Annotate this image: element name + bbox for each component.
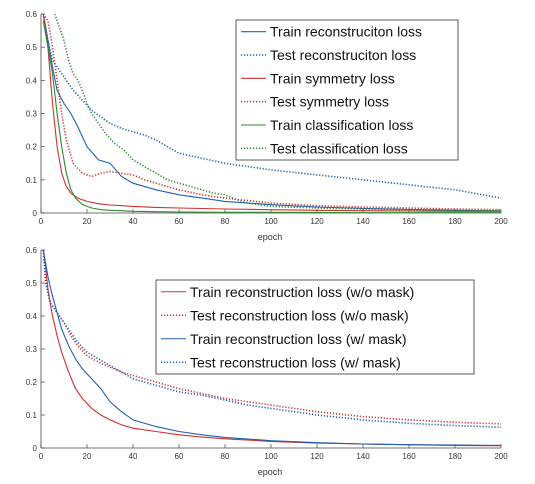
series-line	[42, 14, 501, 212]
x-tick-label: 160	[402, 217, 416, 226]
legend-label: Train symmetry loss	[270, 70, 395, 86]
legend-label: Train reconstruciton loss	[270, 24, 422, 40]
x-tick-label: 160	[402, 452, 416, 461]
x-tick-label: 100	[264, 452, 278, 461]
y-tick-label: 0.4	[26, 312, 38, 321]
x-tick-label: 80	[221, 217, 230, 226]
y-tick-label: 0.6	[26, 246, 38, 255]
chart-panel-2: 0 20 40 60 80 100 120 140 160 180 200 0 0.1 0.2 0.3 0.4…	[26, 246, 508, 461]
x-tick-label: 200	[494, 217, 508, 226]
x-tick-label: 180	[448, 452, 462, 461]
x-axis-label: epoch	[258, 467, 283, 477]
x-tick-label: 20	[83, 452, 92, 461]
legend-label: Test symmetry loss	[270, 94, 389, 110]
legend-label: Test reconstruction loss (w/ mask)	[190, 354, 401, 370]
series-line	[54, 14, 501, 212]
y-tick-label: 0	[33, 444, 38, 453]
series-line	[42, 14, 501, 212]
legend-label: Test reconstruction loss (w/o mask)	[190, 307, 409, 323]
x-tick-label: 60	[175, 452, 184, 461]
x-tick-label: 200	[494, 452, 508, 461]
x-tick-label: 120	[310, 217, 324, 226]
y-tick-label: 0.1	[26, 176, 38, 185]
y-tick-label: 0.2	[26, 378, 38, 387]
legend-box	[235, 19, 459, 161]
legend-label: Train reconstruction loss (w/ mask)	[190, 331, 407, 347]
y-tick-label: 0.6	[26, 10, 38, 19]
series-line	[42, 14, 501, 199]
legend-label: Test reconstruciton loss	[270, 47, 416, 63]
y-tick-label: 0.3	[26, 345, 38, 354]
y-tick-label: 0.4	[26, 76, 38, 85]
x-tick-label: 140	[356, 217, 370, 226]
y-tick-label: 0.2	[26, 143, 38, 152]
series-line	[42, 20, 501, 213]
x-axis-label: epoch	[258, 232, 283, 242]
x-tick-label: 80	[221, 452, 230, 461]
x-tick-label: 0	[39, 452, 44, 461]
y-tick-label: 0.5	[26, 43, 38, 52]
chart-legend: Train reconstruciton loss Test reconstruc…	[235, 19, 459, 161]
y-tick-label: 0.1	[26, 411, 38, 420]
x-tick-label: 40	[129, 217, 138, 226]
series-line	[42, 250, 501, 446]
series-line	[42, 250, 501, 428]
x-tick-label: 180	[448, 217, 462, 226]
x-tick-label: 40	[129, 452, 138, 461]
x-tick-label: 20	[83, 217, 92, 226]
y-tick-label: 0.5	[26, 279, 38, 288]
legend-label: Test classification loss	[270, 140, 408, 156]
chart-legend: Train reconstruction loss (w/o mask) Test…	[155, 279, 475, 375]
chart-panel-1: 0 20 40 60 80 100 120 140 160 180 200 0 0.1 0.2 0.3 0.4…	[26, 10, 508, 226]
y-tick-label: 0	[33, 209, 38, 218]
x-tick-label: 140	[356, 452, 370, 461]
legend-box	[155, 279, 475, 375]
x-tick-label: 120	[310, 452, 324, 461]
legend-label: Train reconstruction loss (w/o mask)	[190, 284, 414, 300]
x-tick-label: 60	[175, 217, 184, 226]
legend-label: Train classification loss	[270, 117, 413, 133]
x-tick-label: 100	[264, 217, 278, 226]
x-tick-label: 0	[39, 217, 44, 226]
y-tick-label: 0.3	[26, 110, 38, 119]
